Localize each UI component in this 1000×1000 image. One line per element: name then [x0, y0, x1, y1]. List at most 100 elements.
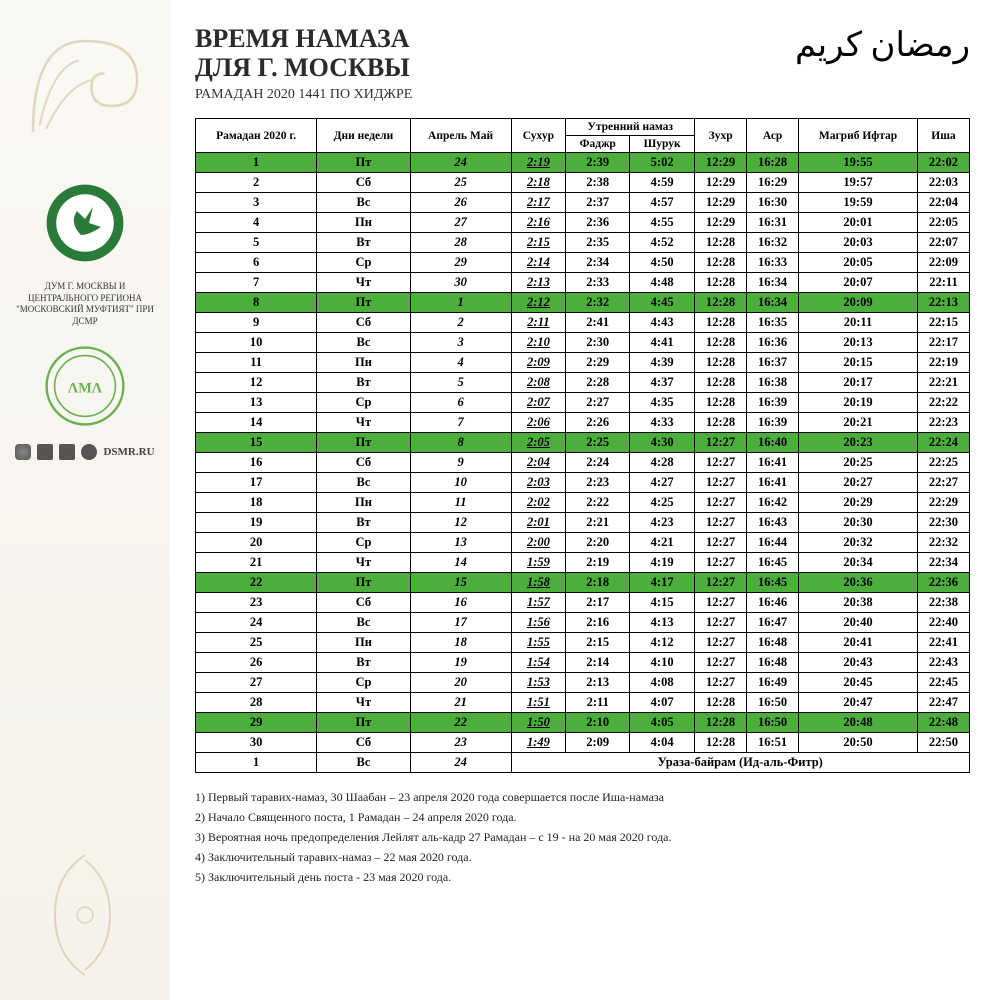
cell-asr: 16:38 [747, 373, 799, 393]
cell-maghrib: 20:27 [799, 473, 918, 493]
cell-maghrib: 19:59 [799, 193, 918, 213]
table-row: 6Ср292:142:344:5012:2816:3320:0522:09 [196, 253, 970, 273]
cell-fajr: 2:17 [566, 593, 630, 613]
table-row: 10Вс32:102:304:4112:2816:3620:1322:17 [196, 333, 970, 353]
cell-isha: 22:50 [917, 733, 969, 753]
cell-suhur: 2:06 [511, 413, 566, 433]
note-line: 3) Вероятная ночь предопределения Лейлят… [195, 828, 970, 846]
cell-asr: 16:45 [747, 573, 799, 593]
cell-isha: 22:23 [917, 413, 969, 433]
cell-month: 26 [410, 193, 511, 213]
cell-month: 11 [410, 493, 511, 513]
cell-day: Ср [317, 533, 410, 553]
cell-shuruk: 4:13 [630, 613, 695, 633]
cell-isha: 22:11 [917, 273, 969, 293]
cell-shuruk: 4:41 [630, 333, 695, 353]
cell-n: 20 [196, 533, 317, 553]
cell-zuhr: 12:27 [695, 493, 747, 513]
col-suhur: Сухур [511, 119, 566, 153]
cell-day: Вт [317, 513, 410, 533]
social-row: DSMR.RU [15, 444, 154, 460]
cell-day: Чт [317, 273, 410, 293]
cell-fajr: 2:21 [566, 513, 630, 533]
cell-shuruk: 4:17 [630, 573, 695, 593]
cell-zuhr: 12:27 [695, 473, 747, 493]
cell-fajr: 2:16 [566, 613, 630, 633]
cell-suhur: 2:09 [511, 353, 566, 373]
cell-suhur: 1:49 [511, 733, 566, 753]
cell-n: 25 [196, 633, 317, 653]
cell-shuruk: 4:33 [630, 413, 695, 433]
cell-day: Сб [317, 173, 410, 193]
cell-day: Пт [317, 573, 410, 593]
cell-suhur: 2:12 [511, 293, 566, 313]
cell-n: 30 [196, 733, 317, 753]
cell-isha: 22:24 [917, 433, 969, 453]
cell-shuruk: 4:19 [630, 553, 695, 573]
cell-shuruk: 4:35 [630, 393, 695, 413]
cell-asr: 16:43 [747, 513, 799, 533]
cell-day: Пт [317, 293, 410, 313]
cell-fajr: 2:19 [566, 553, 630, 573]
cell-month: 17 [410, 613, 511, 633]
col-ramadan: Рамадан 2020 г. [196, 119, 317, 153]
cell-zuhr: 12:29 [695, 153, 747, 173]
cell-maghrib: 20:19 [799, 393, 918, 413]
cell-maghrib: 20:43 [799, 653, 918, 673]
cell-suhur: 1:55 [511, 633, 566, 653]
org-logo-1 [45, 183, 125, 263]
cell-maghrib: 20:36 [799, 573, 918, 593]
cell-n: 8 [196, 293, 317, 313]
table-row: 12Вт52:082:284:3712:2816:3820:1722:21 [196, 373, 970, 393]
cell-shuruk: 4:05 [630, 713, 695, 733]
cell-maghrib: 20:40 [799, 613, 918, 633]
cell-zuhr: 12:27 [695, 553, 747, 573]
cell-month: 18 [410, 633, 511, 653]
table-row: 30Сб231:492:094:0412:2816:5120:5022:50 [196, 733, 970, 753]
cell-shuruk: 4:12 [630, 633, 695, 653]
cell-fajr: 2:26 [566, 413, 630, 433]
table-row: 9Сб22:112:414:4312:2816:3520:1122:15 [196, 313, 970, 333]
cell-maghrib: 19:57 [799, 173, 918, 193]
cell-isha: 22:21 [917, 373, 969, 393]
note-line: 4) Заключительный таравих-намаз – 22 мая… [195, 848, 970, 866]
cell-month: 23 [410, 733, 511, 753]
cell-isha: 22:22 [917, 393, 969, 413]
col-shuruk: Шурук [630, 136, 695, 153]
cell-day: Вт [317, 373, 410, 393]
table-row: 19Вт122:012:214:2312:2716:4320:3022:30 [196, 513, 970, 533]
cell-isha: 22:32 [917, 533, 969, 553]
cell-isha: 22:17 [917, 333, 969, 353]
cell-shuruk: 4:23 [630, 513, 695, 533]
cell-asr: 16:41 [747, 453, 799, 473]
cell-n: 26 [196, 653, 317, 673]
cell-asr: 16:49 [747, 673, 799, 693]
cell-asr: 16:35 [747, 313, 799, 333]
cell-maghrib: 20:47 [799, 693, 918, 713]
cell-fajr: 2:25 [566, 433, 630, 453]
cell-fajr: 2:20 [566, 533, 630, 553]
cell-suhur: 1:59 [511, 553, 566, 573]
table-row: 8Пт12:122:324:4512:2816:3420:0922:13 [196, 293, 970, 313]
vk-icon [59, 444, 75, 460]
cell-month: 22 [410, 713, 511, 733]
cell-isha: 22:36 [917, 573, 969, 593]
col-isha: Иша [917, 119, 969, 153]
cell-n: 12 [196, 373, 317, 393]
cell-day: Чт [317, 413, 410, 433]
table-row: 21Чт141:592:194:1912:2716:4520:3422:34 [196, 553, 970, 573]
cell-asr: 16:50 [747, 693, 799, 713]
main-content: ВРЕМЯ НАМАЗА ДЛЯ Г. МОСКВЫ РАМАДАН 2020 … [170, 0, 1000, 1000]
cell-zuhr: 12:28 [695, 373, 747, 393]
cell-suhur: 1:51 [511, 693, 566, 713]
cell-n: 28 [196, 693, 317, 713]
cell-zuhr: 12:28 [695, 333, 747, 353]
cell-suhur: 2:18 [511, 173, 566, 193]
cell-asr: 16:39 [747, 413, 799, 433]
cell-zuhr: 12:28 [695, 233, 747, 253]
notes-block: 1) Первый таравих-намаз, 30 Шаабан – 23 … [195, 788, 970, 886]
cell-month: 25 [410, 173, 511, 193]
cell-asr: 16:44 [747, 533, 799, 553]
table-row: 5Вт282:152:354:5212:2816:3220:0322:07 [196, 233, 970, 253]
cell-shuruk: 4:45 [630, 293, 695, 313]
